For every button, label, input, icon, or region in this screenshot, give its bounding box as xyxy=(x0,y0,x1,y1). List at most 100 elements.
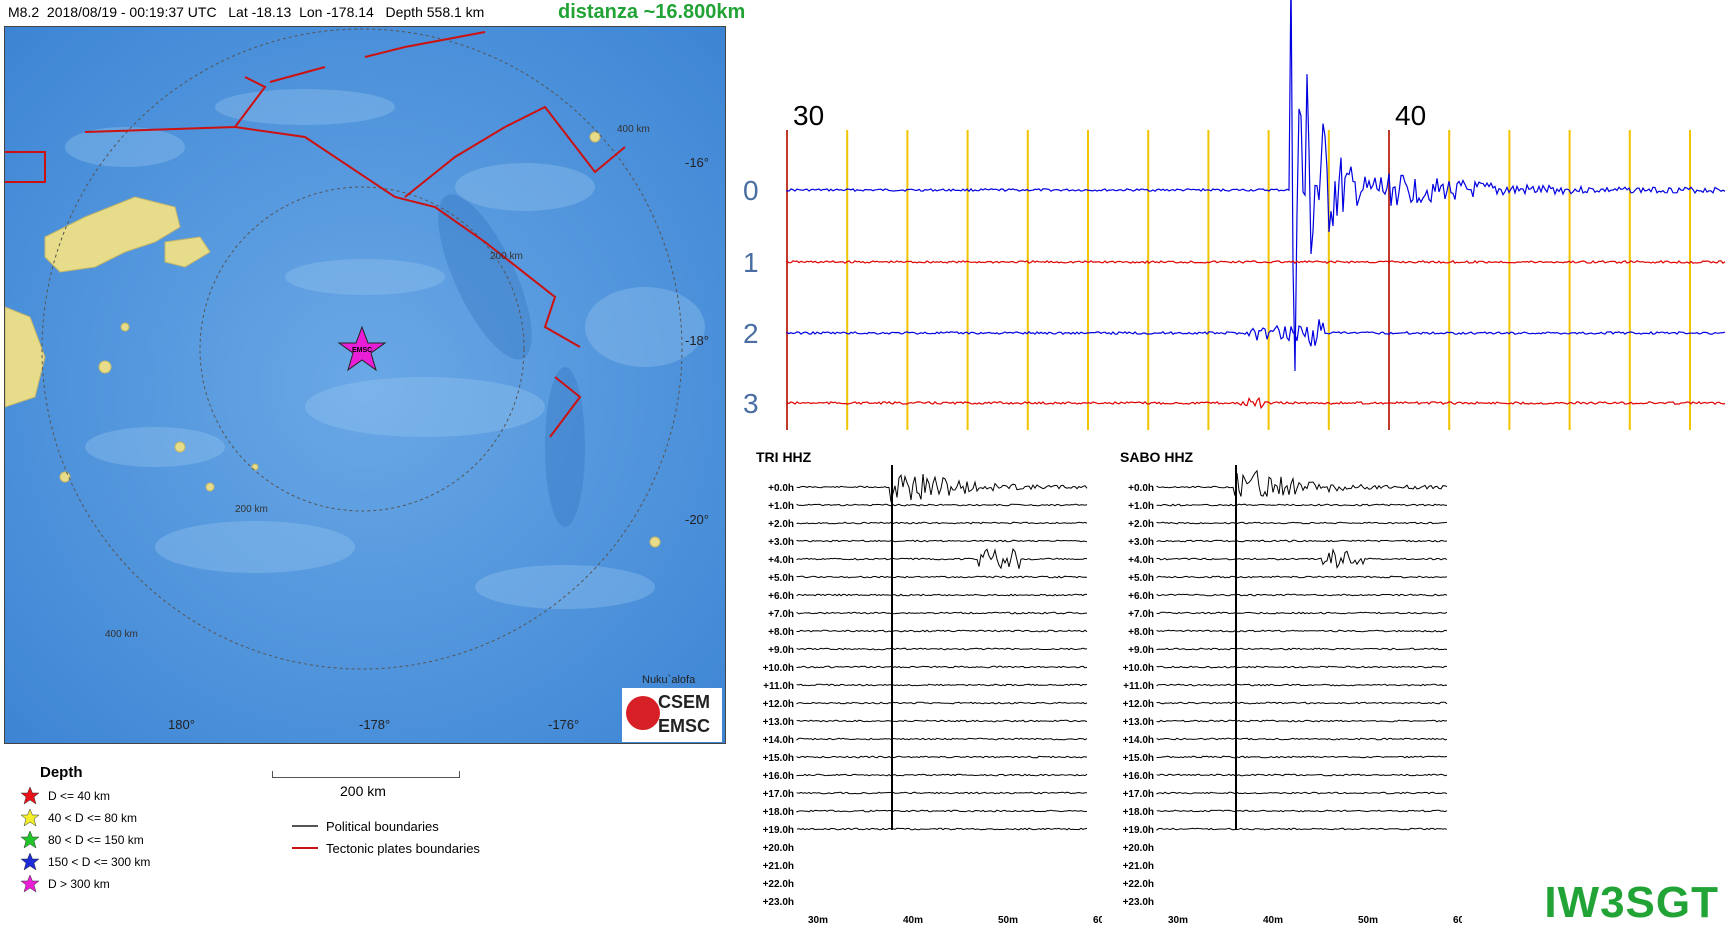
city-label: Nuku`alofa xyxy=(642,674,696,686)
ring-label-200-sw: 200 km xyxy=(235,504,268,515)
helicorder-row-label: +22.0h xyxy=(763,879,794,890)
helicorder-row-label: +14.0h xyxy=(763,735,794,746)
helicorder-row-label: +11.0h xyxy=(1123,681,1154,692)
helicorder-trace xyxy=(796,773,1088,777)
helicorder-trace xyxy=(1156,503,1448,507)
helicorder-trace xyxy=(1156,809,1448,813)
helicorder-trace xyxy=(1156,755,1448,759)
helicorder-title: TRI HHZ xyxy=(756,449,812,465)
helicorder-trace xyxy=(1156,719,1448,723)
helicorder-tick-label: 60m xyxy=(1453,915,1462,926)
helicorder-tick-label: 50m xyxy=(998,915,1018,926)
helicorder-trace xyxy=(796,737,1088,741)
seismic-trace xyxy=(786,396,1726,410)
helicorder-row-label: +18.0h xyxy=(763,807,794,818)
helicorder-row-label: +5.0h xyxy=(1128,573,1154,584)
helicorder-row-label: +11.0h xyxy=(763,681,794,692)
legend-item-label: 80 < D <= 150 km xyxy=(48,833,144,847)
helicorder-row-label: +15.0h xyxy=(1123,753,1154,764)
logo-line1: CSEM xyxy=(658,692,711,712)
star-icon xyxy=(20,874,40,893)
helicorder-trace xyxy=(1156,737,1448,741)
helicorder-tick-label: 50m xyxy=(1358,915,1378,926)
ring-label-400-sw: 400 km xyxy=(105,629,138,640)
helicorder-trace xyxy=(796,719,1088,723)
helicorder-row-label: +16.0h xyxy=(763,771,794,782)
helicorder-trace xyxy=(796,791,1087,795)
helicorder-row-label: +8.0h xyxy=(768,627,794,638)
helicorder-row-label: +4.0h xyxy=(768,555,794,566)
time-label: 40 xyxy=(1395,100,1426,131)
helicorder-row-label: +3.0h xyxy=(1128,537,1154,548)
helicorder-trace xyxy=(796,611,1087,615)
helicorder-row-label: +9.0h xyxy=(1128,645,1154,656)
seismic-trace xyxy=(786,259,1726,265)
legend-item: 40 < D <= 80 km xyxy=(20,808,137,828)
seismogram-svg: 30 40 0 1 2 3 xyxy=(743,0,1726,430)
helicorder-trace xyxy=(796,593,1088,597)
helicorder-trace xyxy=(796,575,1088,579)
helicorder-row-label: +13.0h xyxy=(1123,717,1154,728)
helicorder-tick-label: 40m xyxy=(903,915,923,926)
helicorder-row-label: +12.0h xyxy=(1123,699,1154,710)
helicorder-trace xyxy=(1156,521,1448,525)
ring-label-400-ne: 400 km xyxy=(617,124,650,135)
helicorder-row-label: +21.0h xyxy=(763,861,794,872)
legend-item: 80 < D <= 150 km xyxy=(20,830,144,850)
tectonic-line-swatch xyxy=(292,847,318,849)
helicorder-row-label: +23.0h xyxy=(1123,897,1154,908)
star-icon xyxy=(20,808,40,827)
political-boundary xyxy=(5,151,46,183)
lat-text: Lat -18.13 xyxy=(228,4,292,20)
legend-item: D <= 40 km xyxy=(20,786,110,806)
helicorder-title: SABO HHZ xyxy=(1120,449,1194,465)
helicorder-row-label: +17.0h xyxy=(763,789,794,800)
seismogram-panel: 30 40 0 1 2 3 xyxy=(735,0,1735,440)
helicorder-row-label: +14.0h xyxy=(1123,735,1154,746)
scale-label: 200 km xyxy=(340,783,386,799)
lon-label-176: -176° xyxy=(548,717,579,732)
helicorder-tri-svg: +0.0h +1.0h +2.0h +3.0h +4.0h +5.0h +6.0h +7.0h… xyxy=(763,465,1102,926)
event-header: M8.2 2018/08/19 - 00:19:37 UTC Lat -18.1… xyxy=(8,4,484,20)
map-scale: 200 km xyxy=(272,765,462,805)
star-icon xyxy=(20,830,40,849)
political-line-swatch xyxy=(292,825,318,827)
helicorder-sabo: SABO HHZ +0.0h +1.0h +2.0h +3.0h +4.0h +5.0h +… xyxy=(1112,445,1462,933)
helicorder-row-label: +17.0h xyxy=(1123,789,1154,800)
sea-background xyxy=(5,27,725,743)
helicorder-row-label: +8.0h xyxy=(1128,627,1154,638)
helicorder-row-label: +15.0h xyxy=(763,753,794,764)
epicenter-label: EMSC xyxy=(352,347,372,354)
epicenter-map: EMSC -16° -18° -20° 180° -178° -176° 400… xyxy=(4,26,726,744)
lat-label-18: -18° xyxy=(685,333,709,348)
helicorder-tick-label: 30m xyxy=(1168,915,1188,926)
tectonic-legend-row: Tectonic plates boundaries xyxy=(292,837,480,859)
map-svg: EMSC -16° -18° -20° 180° -178° -176° 400… xyxy=(5,27,725,743)
legend-item: D > 300 km xyxy=(20,874,110,894)
helicorder-row-label: +12.0h xyxy=(763,699,794,710)
channel-label: 0 xyxy=(743,175,759,206)
helicorder-trace xyxy=(796,827,1088,831)
helicorder-trace xyxy=(796,701,1088,705)
logo-line2: EMSC xyxy=(658,716,711,736)
helicorder-row-label: +9.0h xyxy=(768,645,794,656)
helicorder-row-label: +5.0h xyxy=(768,573,794,584)
channel-label: 1 xyxy=(743,247,759,278)
legend-item-label: D <= 40 km xyxy=(48,789,111,803)
datetime-text: 2018/08/19 - 00:19:37 UTC xyxy=(46,4,217,20)
helicorder-trace xyxy=(796,521,1088,525)
political-label: Political boundaries xyxy=(326,818,439,834)
channel-label: 2 xyxy=(743,318,759,349)
helicorder-row-label: +1.0h xyxy=(1128,501,1154,512)
helicorder-row-label: +19.0h xyxy=(1123,825,1154,836)
callsign: IW3SGT xyxy=(1544,878,1719,927)
helicorder-trace xyxy=(796,755,1088,759)
helicorder-trace xyxy=(1156,539,1448,543)
legend-item-label: D > 300 km xyxy=(48,877,110,891)
ring-label-200-ne: 200 km xyxy=(490,251,523,262)
tectonic-label: Tectonic plates boundaries xyxy=(326,840,480,856)
helicorder-trace xyxy=(1156,791,1448,795)
seismic-trace xyxy=(786,0,1726,372)
helicorder-trace xyxy=(1156,575,1448,579)
helicorder-row-label: +21.0h xyxy=(1123,861,1154,872)
